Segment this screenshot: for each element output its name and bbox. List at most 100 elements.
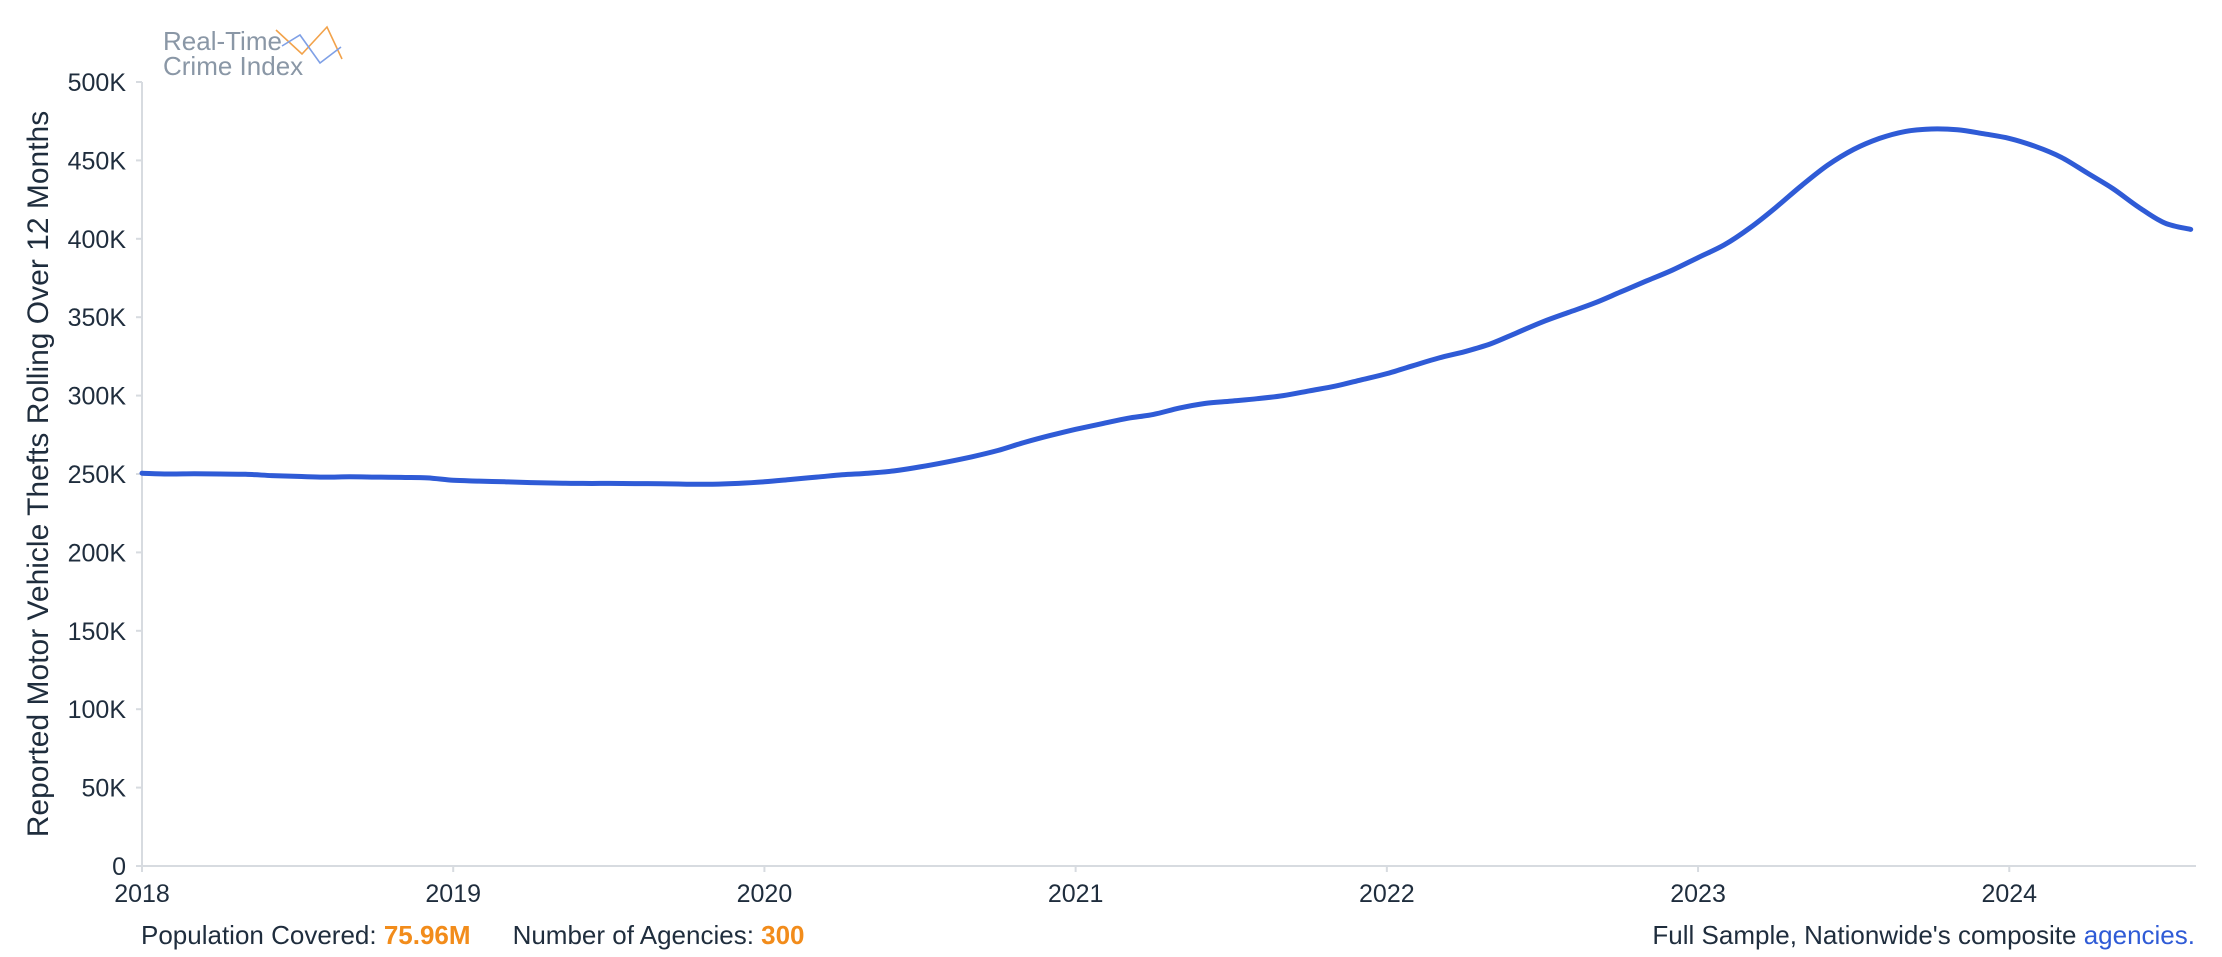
data-point[interactable] bbox=[1640, 275, 1652, 287]
x-tick-label: 2024 bbox=[1981, 880, 2037, 908]
logo-line2: Crime Index bbox=[163, 51, 303, 81]
series-layer bbox=[136, 123, 2197, 490]
data-point[interactable] bbox=[733, 477, 745, 489]
data-point[interactable] bbox=[2185, 223, 2197, 235]
data-point[interactable] bbox=[629, 478, 641, 490]
data-point[interactable] bbox=[1537, 316, 1549, 328]
data-point[interactable] bbox=[525, 477, 537, 489]
data-point[interactable] bbox=[292, 470, 304, 482]
y-tick-label: 150K bbox=[68, 618, 127, 646]
logo-line1: Real-Time bbox=[163, 26, 282, 56]
data-point[interactable] bbox=[1900, 125, 1912, 137]
data-point[interactable] bbox=[1018, 437, 1030, 449]
data-point[interactable] bbox=[2003, 132, 2015, 144]
data-point[interactable] bbox=[214, 468, 226, 480]
x-tick-label: 2022 bbox=[1359, 880, 1415, 908]
data-point[interactable] bbox=[240, 468, 252, 480]
data-point[interactable] bbox=[966, 451, 978, 463]
data-point[interactable] bbox=[1977, 128, 1989, 140]
data-point[interactable] bbox=[1459, 346, 1471, 358]
y-tick-label: 200K bbox=[68, 539, 127, 567]
data-point[interactable] bbox=[1485, 338, 1497, 350]
y-tick-label: 300K bbox=[68, 383, 127, 411]
data-point[interactable] bbox=[266, 470, 278, 482]
y-ticks: 0 50K 100K 150K 200K 250K 300K 350K 400K 450K 500K bbox=[68, 69, 142, 881]
data-point[interactable] bbox=[1355, 374, 1367, 386]
data-point[interactable] bbox=[681, 478, 693, 490]
data-point[interactable] bbox=[707, 478, 719, 490]
x-tick-label: 2023 bbox=[1670, 880, 1726, 908]
agencies-link[interactable]: agencies. bbox=[2083, 920, 2195, 950]
data-point[interactable] bbox=[1251, 393, 1263, 405]
data-point[interactable] bbox=[1070, 423, 1082, 435]
x-tick-label: 2019 bbox=[425, 880, 481, 908]
data-point[interactable] bbox=[188, 468, 200, 480]
data-point[interactable] bbox=[1770, 201, 1782, 213]
data-point[interactable] bbox=[1122, 412, 1134, 424]
data-point[interactable] bbox=[1225, 395, 1237, 407]
data-point[interactable] bbox=[1692, 252, 1704, 264]
data-point[interactable] bbox=[1096, 418, 1108, 430]
data-point[interactable] bbox=[369, 471, 381, 483]
data-point[interactable] bbox=[162, 468, 174, 480]
data-point[interactable] bbox=[2159, 217, 2171, 229]
data-point[interactable] bbox=[758, 476, 770, 488]
data-point[interactable] bbox=[1381, 368, 1393, 380]
data-point[interactable] bbox=[1329, 380, 1341, 392]
data-point[interactable] bbox=[1718, 239, 1730, 251]
data-point[interactable] bbox=[1147, 408, 1159, 420]
data-point[interactable] bbox=[1433, 352, 1445, 364]
data-point[interactable] bbox=[1951, 124, 1963, 136]
data-point[interactable] bbox=[1926, 123, 1938, 135]
logo: Real-Time Crime Index bbox=[163, 25, 343, 81]
data-point[interactable] bbox=[421, 472, 433, 484]
data-point[interactable] bbox=[1614, 286, 1626, 298]
data-point[interactable] bbox=[1874, 132, 1886, 144]
data-point[interactable] bbox=[577, 477, 589, 489]
data-point[interactable] bbox=[940, 456, 952, 468]
data-point[interactable] bbox=[914, 461, 926, 473]
data-point[interactable] bbox=[395, 471, 407, 483]
data-point[interactable] bbox=[473, 475, 485, 487]
data-point[interactable] bbox=[1796, 180, 1808, 192]
data-point[interactable] bbox=[603, 477, 615, 489]
data-point[interactable] bbox=[784, 474, 796, 486]
data-point[interactable] bbox=[2055, 151, 2067, 163]
data-point[interactable] bbox=[2107, 183, 2119, 195]
data-point[interactable] bbox=[1666, 264, 1678, 276]
data-point[interactable] bbox=[2029, 140, 2041, 152]
data-point[interactable] bbox=[1407, 360, 1419, 372]
data-point[interactable] bbox=[1744, 222, 1756, 234]
data-point[interactable] bbox=[2081, 167, 2093, 179]
data-point[interactable] bbox=[344, 471, 356, 483]
x-tick-label: 2021 bbox=[1048, 880, 1104, 908]
data-point[interactable] bbox=[1588, 297, 1600, 309]
data-point[interactable] bbox=[888, 465, 900, 477]
data-point[interactable] bbox=[810, 471, 822, 483]
data-point[interactable] bbox=[1173, 402, 1185, 414]
data-point[interactable] bbox=[2133, 201, 2145, 213]
data-point[interactable] bbox=[1511, 327, 1523, 339]
data-point[interactable] bbox=[317, 471, 329, 483]
data-point[interactable] bbox=[551, 477, 563, 489]
data-point[interactable] bbox=[447, 474, 459, 486]
data-point[interactable] bbox=[836, 469, 848, 481]
data-point[interactable] bbox=[655, 478, 667, 490]
data-point[interactable] bbox=[1562, 307, 1574, 319]
data-point[interactable] bbox=[499, 476, 511, 488]
data-point[interactable] bbox=[1044, 430, 1056, 442]
footer-sample: Full Sample, Nationwide's composite agen… bbox=[1652, 920, 2195, 951]
y-tick-label: 500K bbox=[68, 69, 127, 97]
data-point[interactable] bbox=[1848, 143, 1860, 155]
y-tick-label: 250K bbox=[68, 461, 127, 489]
data-point[interactable] bbox=[1822, 159, 1834, 171]
data-point[interactable] bbox=[1277, 390, 1289, 402]
population-label: Population Covered: bbox=[141, 920, 384, 950]
data-point[interactable] bbox=[992, 445, 1004, 457]
data-point[interactable] bbox=[1199, 397, 1211, 409]
data-point[interactable] bbox=[862, 467, 874, 479]
data-point[interactable] bbox=[136, 467, 148, 479]
data-point[interactable] bbox=[1303, 385, 1315, 397]
